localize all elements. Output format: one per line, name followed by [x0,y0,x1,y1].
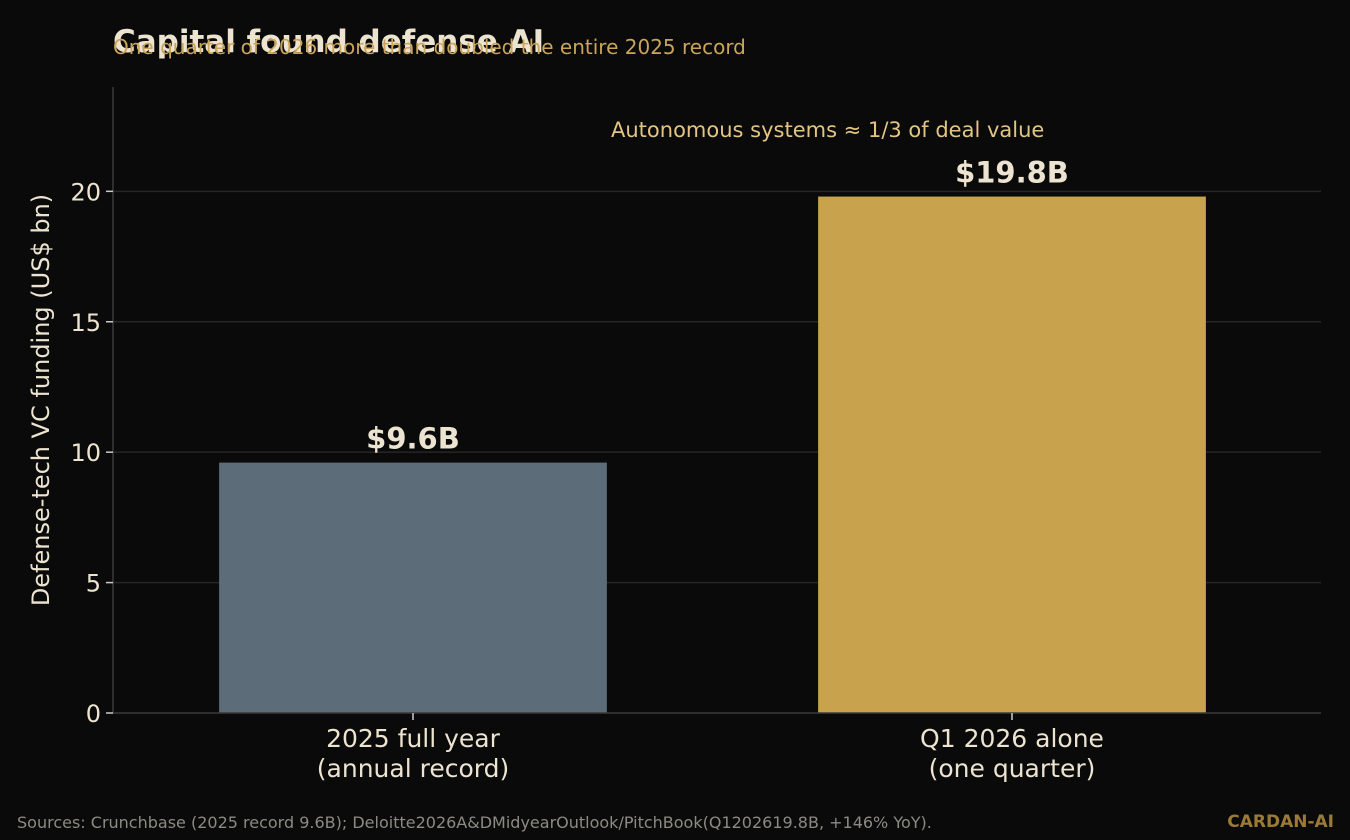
y-tick-label: 15 [70,309,101,337]
bar [219,462,607,713]
bar-value-label: $19.8B [955,156,1069,190]
y-tick-label: 5 [86,570,101,598]
chart-subtitle: One quarter of 2026 more than doubled th… [113,35,746,59]
chart-title: Capital found defense AI [113,24,544,60]
y-tick-label: 0 [86,700,101,728]
chart-annotation: Autonomous systems ≈ 1/3 of deal value [611,118,1044,142]
data-labels: $9.6B $19.8B [366,156,1069,456]
x-tick-label: 2025 full year (annual record) [317,724,509,783]
y-axis-label: Defense-tech VC funding (US$ bn) [27,194,55,606]
bar [818,196,1206,714]
brand-label: CARDAN-AI [1227,812,1334,832]
bar-value-label: $9.6B [366,422,460,456]
source-note: Sources: Crunchbase (2025 record 9.6B); … [17,813,932,832]
x-tick-label: Q1 2026 alone (one quarter) [920,724,1104,783]
y-tick-label: 10 [70,439,101,467]
y-tick-label: 20 [70,178,101,206]
bars [219,196,1206,714]
ticks: 0 5 10 15 20 2025 full year (annual record) Q1 … [70,178,1103,783]
